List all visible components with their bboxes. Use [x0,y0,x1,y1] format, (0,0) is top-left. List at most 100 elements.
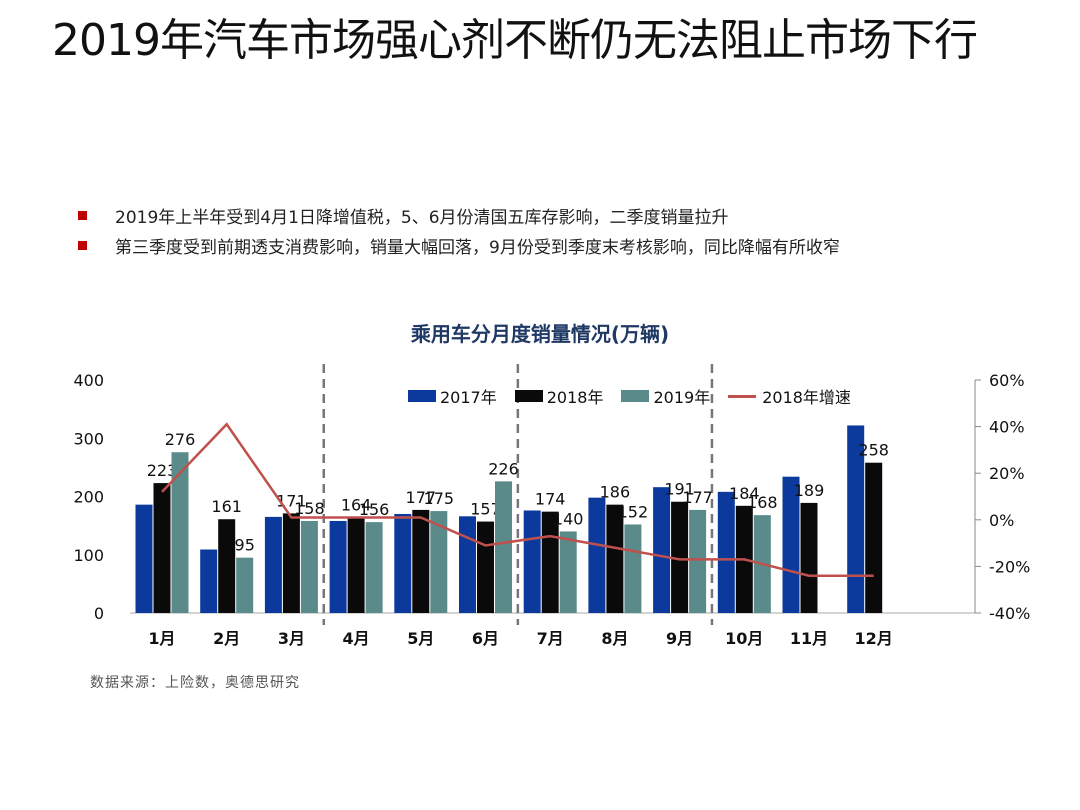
legend-item-2019: 2019年 [621,384,710,408]
chart-legend: 2017年 2018年 2019年 2018年增速 [408,384,869,408]
legend-item-growth: 2018年增速 [728,384,851,408]
bullet-item: 第三季度受到前期透支消费影响，销量大幅回落，9月份受到季度末考核影响，同比降幅有… [78,230,1058,260]
chart-title: 乘用车分月度销量情况(万辆) [410,322,670,346]
bar-2018年 [800,502,818,613]
left-axis-tick-label: 300 [73,429,104,448]
legend-label: 2017年 [440,388,497,407]
bar-2017年 [459,516,476,613]
bar-2017年 [200,549,218,613]
bar-2017年 [653,487,671,613]
x-axis-category-label: 8月 [601,629,628,648]
bar-data-label: 186 [600,483,631,502]
bar-2019年 [689,509,707,613]
legend-label: 2018年 [546,388,604,407]
bar-2019年 [430,511,448,613]
bar-data-label: 191 [664,480,695,499]
bullet-list: 2019年上半年受到4月1日降增值税，5、6月份清国五库存影响，二季度销量拉升 … [78,200,1058,260]
bar-data-label: 226 [488,459,519,478]
x-axis-category-label: 7月 [537,629,564,648]
source-note: 数据来源：上险数，奥德思研究 [90,675,300,691]
bar-data-label: 140 [553,509,584,528]
bar-2017年 [264,516,282,613]
bar-2019年 [495,481,512,613]
bar-data-label: 95 [235,536,255,555]
bar-2018年 [477,521,494,613]
right-axis-tick-label: -20% [989,557,1030,576]
right-axis-tick-label: 40% [989,418,1025,437]
bar-2017年 [135,504,153,613]
left-axis-tick-label: 400 [73,371,104,390]
legend-swatch [621,390,650,402]
page-title: 2019年汽车市场强心剂不断仍无法阻止市场下行 [52,15,978,66]
bar-data-label: 177 [406,488,437,507]
bar-data-label: 258 [858,441,889,460]
bar-2017年 [588,497,606,613]
bar-2019年 [236,557,254,613]
bar-2017年 [782,476,800,613]
right-axis-tick-label: 0% [989,511,1014,530]
legend-swatch [514,390,543,402]
bar-data-label: 152 [618,502,649,521]
right-axis-tick-label: 20% [989,464,1025,483]
bar-2019年 [300,520,318,613]
bar-data-label: 158 [294,499,325,518]
right-axis-tick-label: 60% [989,371,1025,390]
bar-2018年 [218,519,236,613]
bar-2018年 [606,504,624,613]
bar-2019年 [171,452,189,613]
bullet-square-icon [78,210,87,220]
bar-2017年 [847,425,865,613]
bar-2019年 [559,531,577,613]
bar-2018年 [412,509,430,613]
bullet-text: 2019年上半年受到4月1日降增值税，5、6月份清国五库存影响，二季度销量拉升 [115,207,729,228]
x-axis-category-label: 10月 [725,629,763,648]
x-axis-category-label: 6月 [472,629,499,648]
bar-data-label: 177 [682,488,713,507]
bar-2018年 [153,483,171,613]
x-axis-category-label: 2月 [213,629,240,648]
x-axis-category-label: 4月 [343,629,370,648]
x-axis-category-label: 11月 [790,629,828,648]
bar-2018年 [282,513,300,613]
x-axis-category-label: 5月 [407,629,434,648]
bar-data-label: 168 [747,493,778,512]
bar-2017年 [394,513,412,613]
growth-line [161,422,874,577]
bar-data-label: 164 [341,495,372,514]
bar-data-label: 156 [359,500,390,519]
bar-data-label: 276 [165,430,196,449]
x-axis-category-label: 3月 [278,629,305,648]
bar-2018年 [865,462,883,613]
bar-data-label: 184 [729,484,760,503]
legend-swatch [408,390,436,402]
x-axis-category-label: 9月 [666,629,693,648]
bar-data-label: 175 [424,489,455,508]
bar-data-label: 223 [147,461,178,480]
legend-item-2018: 2018年 [514,384,604,408]
right-axis-tick-label: -40% [989,604,1030,623]
bar-data-label: 174 [535,490,566,509]
bar-2018年 [347,517,365,613]
legend-label: 2019年 [653,388,711,407]
bar-data-label: 161 [211,497,242,516]
legend-item-2017: 2017年 [408,384,497,408]
bar-2017年 [717,491,735,613]
left-axis-tick-label: 0 [94,604,104,623]
bar-data-label: 189 [794,481,825,500]
legend-line-swatch [728,394,757,398]
left-axis-tick-label: 200 [73,488,104,507]
x-axis-category-label: 1月 [148,629,175,648]
x-axis-category-label: 12月 [855,629,893,648]
bullet-square-icon [78,240,87,250]
bar-2017年 [329,520,347,613]
bullet-item: 2019年上半年受到4月1日降增值税，5、6月份清国五库存影响，二季度销量拉升 [78,200,1058,230]
bar-data-label: 157 [470,500,501,519]
legend-label: 2018年增速 [762,388,851,407]
left-axis-tick-label: 100 [73,546,104,565]
bar-2019年 [624,524,642,613]
bar-2017年 [523,510,541,613]
bar-2018年 [671,501,689,613]
bullet-text: 第三季度受到前期透支消费影响，销量大幅回落，9月份受到季度末考核影响，同比降幅有… [115,237,840,258]
bar-2019年 [365,522,383,613]
